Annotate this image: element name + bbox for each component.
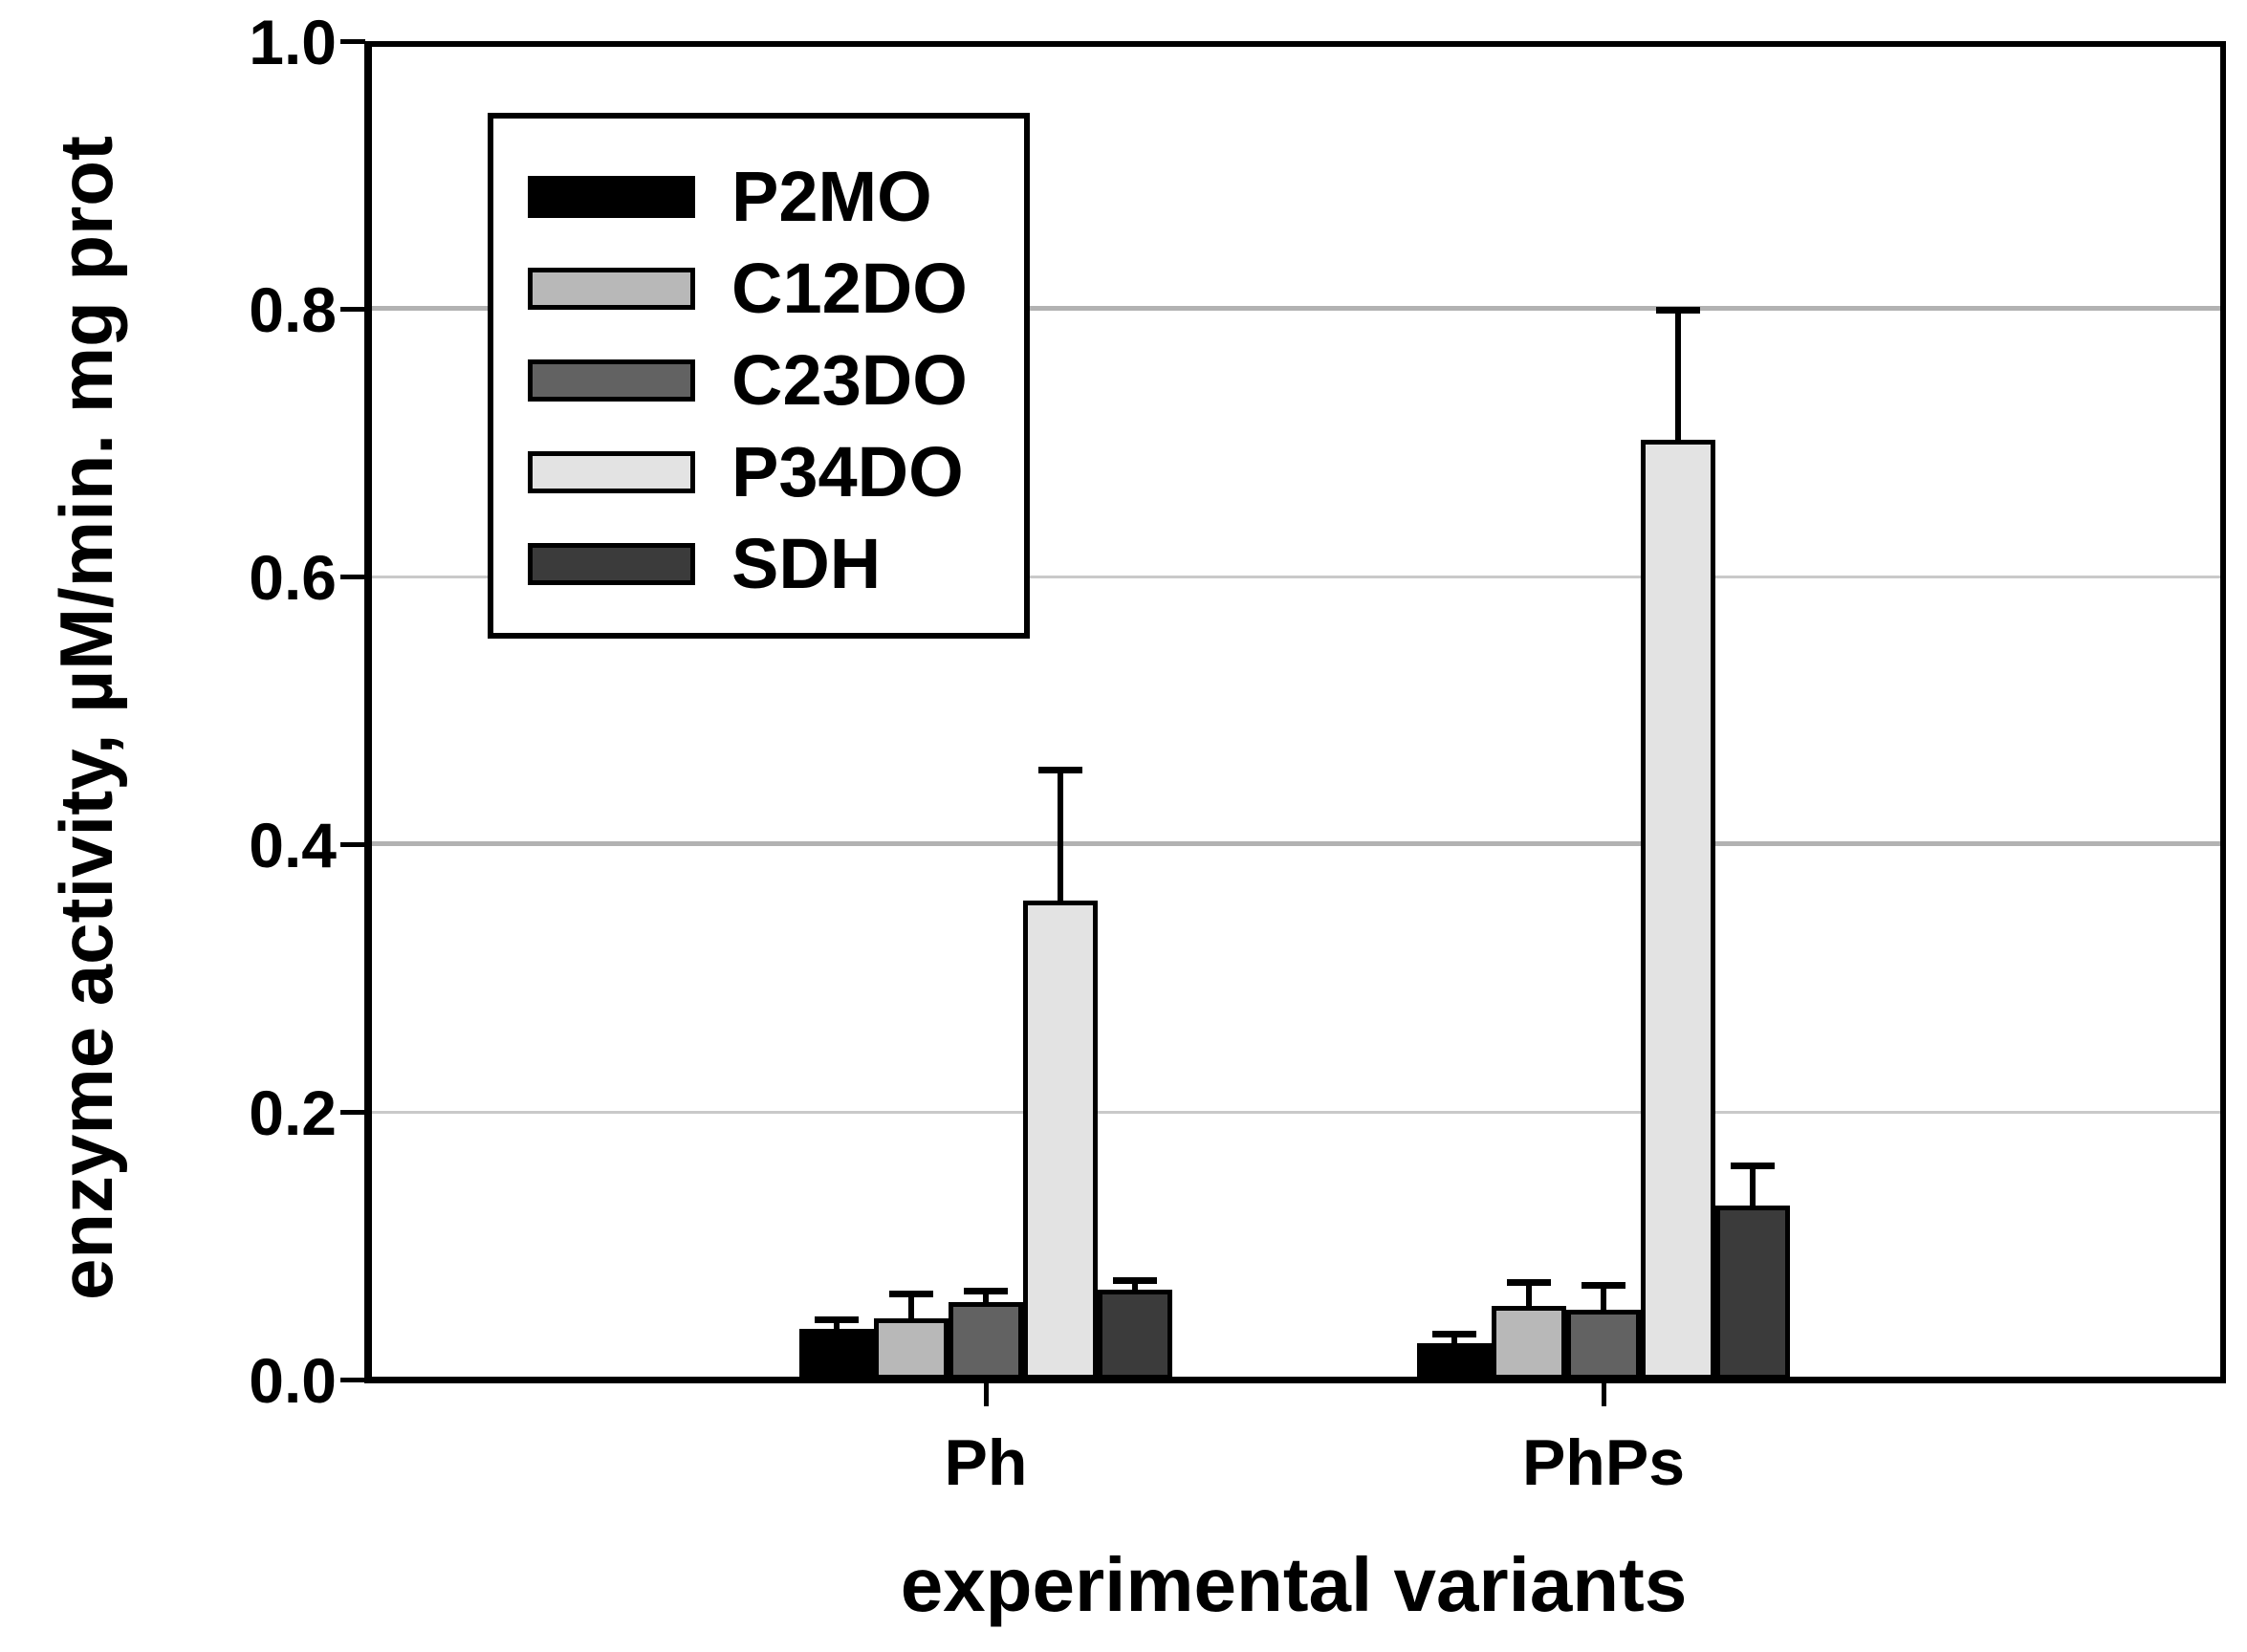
bar-p34do-ph bbox=[1023, 901, 1098, 1380]
y-tick bbox=[340, 307, 365, 312]
error-bar-stem bbox=[983, 1288, 989, 1302]
x-axis-title: experimental variants bbox=[900, 1542, 1688, 1627]
legend-label: P2MO bbox=[731, 157, 932, 236]
plot-top-border bbox=[364, 41, 2226, 47]
y-tick bbox=[340, 1110, 365, 1115]
y-axis-line bbox=[364, 41, 372, 1383]
legend-swatch-p34do bbox=[528, 451, 695, 493]
error-bar-cap bbox=[1507, 1279, 1551, 1286]
y-tick-label: 0.2 bbox=[249, 1077, 337, 1148]
x-tick bbox=[984, 1383, 989, 1406]
bar-p2mo-ph bbox=[799, 1329, 874, 1380]
bar-c12do-ph bbox=[874, 1318, 949, 1380]
x-axis-line bbox=[364, 1377, 2226, 1383]
y-tick bbox=[340, 842, 365, 847]
legend-swatch-c23do bbox=[528, 359, 695, 402]
y-axis-title: enzyme activity, µM/min. mg prot bbox=[44, 135, 128, 1301]
bar-p34do-phps bbox=[1641, 440, 1715, 1380]
legend-item: P34DO bbox=[528, 426, 1024, 518]
error-bar-cap bbox=[1656, 307, 1700, 314]
legend-swatch-c12do bbox=[528, 268, 695, 310]
bar-c12do-phps bbox=[1492, 1306, 1566, 1380]
y-tick bbox=[340, 39, 365, 44]
legend-box: P2MO C12DO C23DO P34DO SDH bbox=[488, 113, 1030, 639]
bar-sdh-ph bbox=[1098, 1290, 1172, 1380]
bar-sdh-phps bbox=[1715, 1206, 1790, 1380]
legend-label: SDH bbox=[731, 524, 882, 603]
error-bar-cap bbox=[1582, 1282, 1625, 1289]
error-bar-cap bbox=[1038, 767, 1082, 773]
plot-right-border bbox=[2220, 41, 2226, 1383]
error-bar-stem bbox=[1058, 767, 1063, 901]
grid-line bbox=[368, 306, 2220, 311]
y-tick-label: 1.0 bbox=[249, 7, 337, 77]
legend-swatch-p2mo bbox=[528, 176, 695, 218]
y-tick bbox=[340, 1378, 365, 1382]
y-tick-label: 0.0 bbox=[249, 1345, 337, 1416]
grid-line bbox=[368, 1111, 2220, 1114]
legend-swatch-sdh bbox=[528, 543, 695, 585]
legend-label: C23DO bbox=[731, 340, 968, 420]
error-bar-stem bbox=[1526, 1279, 1532, 1306]
bar-c23do-ph bbox=[949, 1302, 1023, 1380]
error-bar-cap bbox=[1432, 1331, 1476, 1337]
bar-c23do-phps bbox=[1566, 1310, 1641, 1380]
error-bar-stem bbox=[1750, 1163, 1756, 1206]
error-bar-stem bbox=[1675, 307, 1681, 440]
x-category-label-phps: PhPs bbox=[1521, 1426, 1686, 1499]
error-bar-cap bbox=[1113, 1277, 1157, 1284]
error-bar-stem bbox=[1601, 1282, 1606, 1310]
legend-item: C12DO bbox=[528, 243, 1024, 335]
legend-item: C23DO bbox=[528, 335, 1024, 426]
grid-line bbox=[368, 841, 2220, 846]
x-tick bbox=[1602, 1383, 1606, 1406]
grid-line bbox=[368, 576, 2220, 578]
error-bar-cap bbox=[1731, 1163, 1775, 1169]
legend-item: P2MO bbox=[528, 151, 1024, 243]
y-tick-label: 0.8 bbox=[249, 274, 337, 345]
y-tick-label: 0.6 bbox=[249, 542, 337, 613]
error-bar-cap bbox=[815, 1316, 859, 1323]
legend-item: SDH bbox=[528, 518, 1024, 610]
bar-p2mo-phps bbox=[1417, 1343, 1492, 1380]
y-tick-label: 0.4 bbox=[249, 810, 337, 880]
y-tick bbox=[340, 575, 365, 579]
legend-label: C12DO bbox=[731, 249, 968, 328]
legend-label: P34DO bbox=[731, 432, 964, 511]
error-bar-cap bbox=[889, 1291, 933, 1297]
error-bar-stem bbox=[908, 1291, 914, 1318]
error-bar-cap bbox=[964, 1288, 1008, 1294]
plot-area bbox=[368, 41, 2220, 1380]
x-category-label-ph: Ph bbox=[944, 1426, 1028, 1499]
